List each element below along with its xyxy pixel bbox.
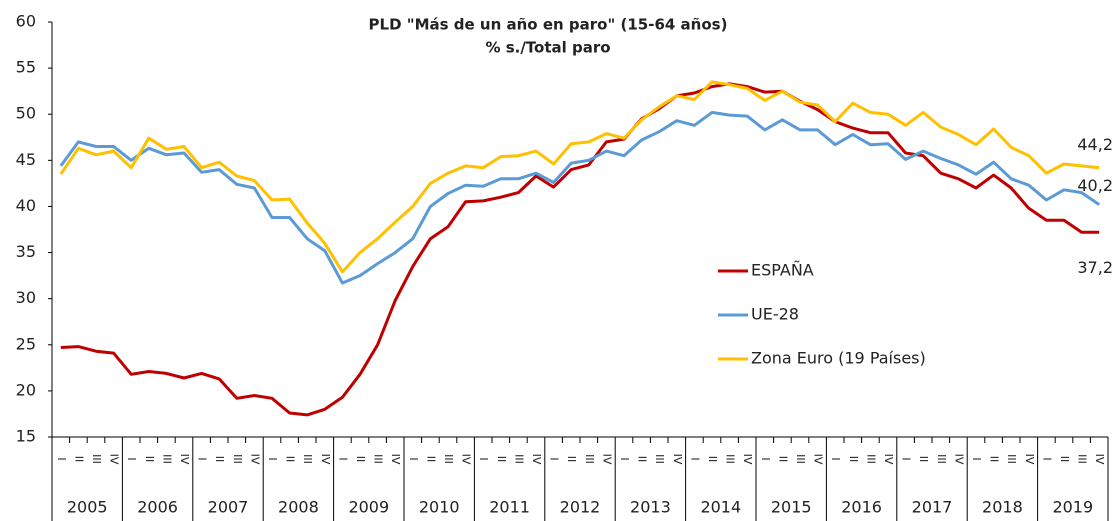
x-tick-label: I bbox=[477, 457, 490, 460]
y-tick-label: 50 bbox=[16, 104, 36, 123]
x-tick-label: IV bbox=[389, 454, 402, 465]
y-tick-label: 60 bbox=[16, 12, 36, 31]
year-label: 2006 bbox=[137, 498, 178, 517]
year-label: 2009 bbox=[348, 498, 389, 517]
x-tick-label: IV bbox=[530, 454, 543, 465]
x-tick-label: II bbox=[424, 456, 437, 463]
x-tick-label: III bbox=[90, 454, 103, 464]
x-tick-label: II bbox=[354, 456, 367, 463]
y-tick-label: 30 bbox=[16, 288, 36, 307]
x-tick-label: III bbox=[653, 454, 666, 464]
y-tick-label: 20 bbox=[16, 380, 36, 399]
chart-title: PLD "Más de un año en paro" (15-64 años) bbox=[369, 16, 728, 34]
x-tick-label: I bbox=[759, 457, 772, 460]
x-tick-label: I bbox=[55, 457, 68, 460]
x-tick-label: II bbox=[917, 456, 930, 463]
legend-label: Zona Euro (19 Países) bbox=[751, 349, 926, 368]
y-tick-label: 45 bbox=[16, 150, 36, 169]
x-tick-label: III bbox=[864, 454, 877, 464]
year-label: 2012 bbox=[560, 498, 601, 517]
x-tick-label: III bbox=[1005, 454, 1018, 464]
x-tick-label: IV bbox=[108, 454, 121, 465]
x-tick-label: III bbox=[935, 454, 948, 464]
x-tick-label: IV bbox=[741, 454, 754, 465]
year-label: 2019 bbox=[1052, 498, 1093, 517]
x-tick-label: II bbox=[847, 456, 860, 463]
x-tick-label: IV bbox=[1023, 454, 1036, 465]
x-tick-label: IV bbox=[460, 454, 473, 465]
series-line bbox=[60, 82, 1100, 417]
x-tick-label: IV bbox=[1093, 454, 1106, 465]
x-tick-label: III bbox=[1076, 454, 1089, 464]
x-tick-label: IV bbox=[248, 454, 261, 465]
y-tick-label: 35 bbox=[16, 242, 36, 261]
x-tick-label: IV bbox=[319, 454, 332, 465]
data-label: 44,2 bbox=[1077, 135, 1113, 154]
x-tick-label: I bbox=[829, 457, 842, 460]
x-tick-label: I bbox=[618, 457, 631, 460]
y-tick-label: 15 bbox=[16, 427, 36, 446]
x-tick-label: II bbox=[284, 456, 297, 463]
x-tick-label: II bbox=[495, 456, 508, 463]
legend-label: UE-28 bbox=[751, 305, 799, 324]
x-tick-label: II bbox=[213, 456, 226, 463]
year-label: 2017 bbox=[912, 498, 953, 517]
x-tick-label: I bbox=[196, 457, 209, 460]
x-tick-label: II bbox=[988, 456, 1001, 463]
series-line bbox=[59, 80, 1100, 274]
data-label: 37,2 bbox=[1077, 258, 1113, 277]
x-tick-label: III bbox=[231, 454, 244, 464]
year-label: 2013 bbox=[630, 498, 671, 517]
x-tick-label: IV bbox=[600, 454, 613, 465]
x-tick-label: III bbox=[583, 454, 596, 464]
x-tick-label: II bbox=[1058, 456, 1071, 463]
year-label: 2010 bbox=[419, 498, 460, 517]
x-tick-label: I bbox=[970, 457, 983, 460]
y-tick-label: 40 bbox=[16, 196, 36, 215]
year-label: 2016 bbox=[841, 498, 882, 517]
year-label: 2007 bbox=[208, 498, 249, 517]
data-label: 40,2 bbox=[1077, 176, 1113, 195]
year-label: 2018 bbox=[982, 498, 1023, 517]
x-tick-label: III bbox=[724, 454, 737, 464]
x-tick-label: I bbox=[125, 457, 138, 460]
x-tick-label: I bbox=[688, 457, 701, 460]
x-tick-label: IV bbox=[671, 454, 684, 465]
year-label: 2008 bbox=[278, 498, 319, 517]
x-tick-label: III bbox=[301, 454, 314, 464]
x-tick-label: III bbox=[372, 454, 385, 464]
x-tick-label: IV bbox=[812, 454, 825, 465]
x-tick-label: IV bbox=[882, 454, 895, 465]
y-tick-label: 25 bbox=[16, 334, 36, 353]
x-tick-label: I bbox=[548, 457, 561, 460]
x-tick-label: IV bbox=[952, 454, 965, 465]
x-tick-label: I bbox=[900, 457, 913, 460]
year-label: 2014 bbox=[700, 498, 741, 517]
x-tick-label: I bbox=[266, 457, 279, 460]
year-label: 2005 bbox=[67, 498, 108, 517]
x-tick-label: III bbox=[512, 454, 525, 464]
y-tick-label: 55 bbox=[16, 58, 36, 77]
x-tick-label: II bbox=[776, 456, 789, 463]
x-tick-label: II bbox=[143, 456, 156, 463]
x-tick-label: III bbox=[442, 454, 455, 464]
series-line bbox=[59, 110, 1101, 285]
x-tick-label: I bbox=[336, 457, 349, 460]
x-tick-label: I bbox=[1040, 457, 1053, 460]
x-tick-label: II bbox=[706, 456, 719, 463]
x-tick-label: II bbox=[565, 456, 578, 463]
x-tick-label: IV bbox=[178, 454, 191, 465]
x-tick-label: I bbox=[407, 457, 420, 460]
x-tick-label: III bbox=[794, 454, 807, 464]
x-tick-label: II bbox=[636, 456, 649, 463]
year-label: 2011 bbox=[489, 498, 530, 517]
year-label: 2015 bbox=[771, 498, 812, 517]
x-tick-label: II bbox=[72, 456, 85, 463]
legend-label: ESPAÑA bbox=[751, 261, 814, 280]
chart-subtitle: % s./Total paro bbox=[485, 39, 610, 57]
x-tick-label: III bbox=[160, 454, 173, 464]
